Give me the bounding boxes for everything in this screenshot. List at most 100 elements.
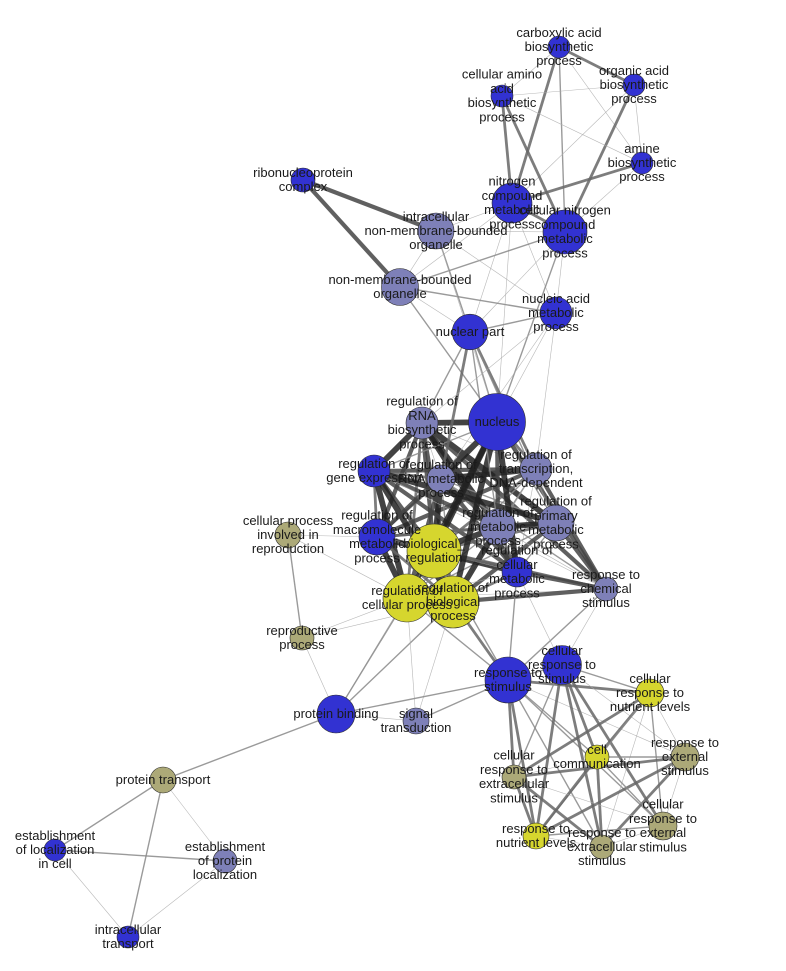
svg-text:process: process — [619, 169, 665, 184]
svg-text:RNA: RNA — [408, 408, 436, 423]
svg-text:nutrient levels: nutrient levels — [610, 699, 691, 714]
svg-text:transduction: transduction — [381, 720, 452, 735]
svg-text:chemical: chemical — [580, 581, 631, 596]
svg-text:compound: compound — [535, 217, 596, 232]
svg-text:process: process — [354, 550, 400, 565]
svg-text:primary: primary — [534, 508, 578, 523]
svg-text:cellular: cellular — [642, 797, 684, 812]
svg-text:cellular: cellular — [541, 643, 583, 658]
svg-text:response to: response to — [616, 685, 684, 700]
svg-text:compound: compound — [482, 188, 543, 203]
svg-text:organelle: organelle — [409, 237, 463, 252]
svg-text:nucleus: nucleus — [475, 414, 520, 429]
svg-text:biosynthetic: biosynthetic — [525, 39, 594, 54]
svg-text:protein transport: protein transport — [116, 772, 211, 787]
svg-text:transport: transport — [102, 936, 154, 951]
svg-text:intracellular: intracellular — [403, 209, 470, 224]
svg-text:regulation of: regulation of — [341, 508, 413, 523]
svg-text:biological_: biological_ — [403, 536, 465, 551]
svg-text:regulation of: regulation of — [500, 447, 572, 462]
svg-text:stimulus: stimulus — [484, 679, 532, 694]
svg-text:cellular: cellular — [496, 557, 538, 572]
svg-text:cellular: cellular — [629, 671, 671, 686]
svg-text:DNA-dependent: DNA-dependent — [489, 475, 583, 490]
svg-text:process: process — [430, 608, 476, 623]
svg-text:biosynthetic: biosynthetic — [468, 95, 537, 110]
svg-text:stimulus: stimulus — [538, 671, 586, 686]
svg-text:metabolic: metabolic — [489, 571, 545, 586]
svg-text:metabolic: metabolic — [528, 522, 584, 537]
svg-text:response to: response to — [629, 811, 697, 826]
svg-text:process: process — [542, 245, 588, 260]
svg-text:in cell: in cell — [38, 856, 71, 871]
svg-text:cellular amino: cellular amino — [462, 67, 542, 82]
svg-text:metabolic: metabolic — [349, 536, 405, 551]
svg-text:process: process — [494, 585, 540, 600]
svg-text:external: external — [640, 825, 686, 840]
svg-text:organic acid: organic acid — [599, 63, 669, 78]
svg-text:of localization: of localization — [16, 842, 95, 857]
svg-text:regulation: regulation — [405, 550, 462, 565]
svg-text:response to: response to — [568, 825, 636, 840]
svg-text:transcription,: transcription, — [499, 461, 573, 476]
svg-text:ribonucleoprotein: ribonucleoprotein — [253, 165, 353, 180]
svg-text:nitrogen: nitrogen — [489, 174, 536, 189]
svg-text:regulation of: regulation of — [386, 394, 458, 409]
svg-text:acid: acid — [490, 81, 514, 96]
svg-text:response to: response to — [480, 762, 548, 777]
svg-text:process: process — [399, 436, 445, 451]
svg-text:communication: communication — [553, 756, 640, 771]
svg-text:stimulus: stimulus — [582, 595, 630, 610]
svg-text:process: process — [536, 53, 582, 68]
svg-text:extracellular: extracellular — [479, 776, 550, 791]
svg-text:external: external — [662, 749, 708, 764]
svg-text:stimulus: stimulus — [490, 790, 538, 805]
svg-text:process: process — [279, 637, 325, 652]
svg-text:stimulus: stimulus — [661, 763, 709, 778]
svg-text:gene expression: gene expression — [326, 470, 421, 485]
svg-text:nuclear part: nuclear part — [436, 324, 505, 339]
svg-text:regulation of: regulation of — [417, 580, 489, 595]
svg-text:response to: response to — [572, 567, 640, 582]
svg-text:response to: response to — [502, 821, 570, 836]
svg-text:of protein: of protein — [198, 853, 252, 868]
svg-text:biosynthetic: biosynthetic — [388, 422, 457, 437]
svg-text:carboxylic acid: carboxylic acid — [516, 25, 601, 40]
svg-text:macromolecule: macromolecule — [333, 522, 421, 537]
svg-text:involved in: involved in — [257, 527, 318, 542]
svg-text:cellular nitrogen: cellular nitrogen — [519, 203, 611, 218]
svg-text:metabolic: metabolic — [537, 231, 593, 246]
svg-text:stimulus: stimulus — [639, 839, 687, 854]
svg-text:localization: localization — [193, 867, 257, 882]
svg-text:extracellular: extracellular — [567, 839, 638, 854]
svg-text:response to: response to — [651, 735, 719, 750]
svg-text:nutrient levels: nutrient levels — [496, 835, 577, 850]
svg-text:process: process — [418, 485, 464, 500]
svg-text:cell: cell — [587, 742, 607, 757]
svg-text:reproductive: reproductive — [266, 623, 338, 638]
svg-text:establishment: establishment — [15, 828, 96, 843]
svg-text:intracellular: intracellular — [95, 922, 162, 937]
svg-text:metabolic: metabolic — [528, 305, 584, 320]
svg-text:biosynthetic: biosynthetic — [600, 77, 669, 92]
svg-text:process: process — [479, 109, 525, 124]
svg-text:response to: response to — [528, 657, 596, 672]
svg-text:regulation of: regulation of — [462, 505, 534, 520]
svg-text:organelle: organelle — [373, 286, 427, 301]
svg-text:process: process — [611, 91, 657, 106]
svg-text:non-membrane-bounded: non-membrane-bounded — [328, 272, 471, 287]
svg-text:reproduction: reproduction — [252, 541, 324, 556]
svg-text:process: process — [533, 319, 579, 334]
svg-text:stimulus: stimulus — [578, 853, 626, 868]
svg-text:complex: complex — [279, 179, 328, 194]
svg-text:nucleic acid: nucleic acid — [522, 291, 590, 306]
svg-text:metabolic: metabolic — [470, 519, 526, 534]
svg-text:regulation of: regulation of — [338, 456, 410, 471]
svg-text:amine: amine — [624, 141, 659, 156]
svg-text:biosynthetic: biosynthetic — [608, 155, 677, 170]
svg-text:non-membrane-bounded: non-membrane-bounded — [364, 223, 507, 238]
svg-text:cellular process: cellular process — [243, 513, 334, 528]
svg-text:biological: biological — [426, 594, 480, 609]
svg-text:cellular: cellular — [493, 748, 535, 763]
svg-text:establishment: establishment — [185, 839, 266, 854]
